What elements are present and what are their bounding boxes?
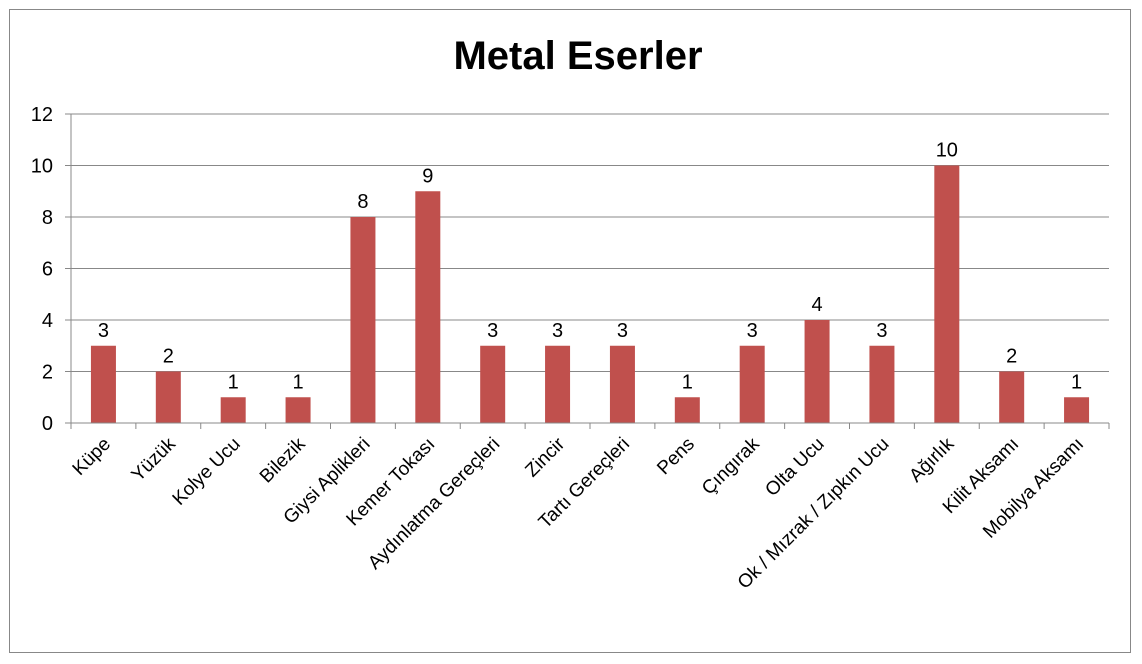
bar: [90, 345, 116, 423]
category-label: Olta Ucu: [761, 434, 828, 501]
category-label: Ağırlık: [905, 433, 958, 486]
bar: [674, 397, 700, 423]
data-label: 3: [487, 320, 498, 342]
category-label: Bilezik: [256, 433, 310, 487]
y-tick-label: 0: [42, 413, 53, 435]
y-tick-label: 2: [42, 362, 53, 384]
data-label: 3: [876, 320, 887, 342]
chart-frame: Metal Eserler 0 2 4 6 8 10 12 3 2 1 1 8 9 3 3 3 1 3 4 3 10 2…: [9, 9, 1131, 653]
data-label: 2: [1006, 346, 1017, 368]
y-axis-ticks: 0 2 4 6 8 10 12: [31, 104, 72, 435]
bar: [155, 371, 181, 423]
bar: [350, 217, 376, 423]
category-label: Kolye Ucu: [169, 434, 245, 510]
category-label: Küpe: [69, 434, 115, 480]
y-tick-label: 10: [31, 156, 53, 178]
data-label: 3: [552, 320, 563, 342]
category-label: Zincir: [521, 433, 569, 481]
bar: [999, 371, 1025, 423]
data-label: 3: [747, 320, 758, 342]
data-labels: 3 2 1 1 8 9 3 3 3 1 3 4 3 10 2 1: [98, 140, 1082, 394]
bar: [415, 191, 441, 423]
data-label: 1: [682, 371, 693, 393]
data-label: 2: [163, 346, 174, 368]
category-label: Çıngırak: [698, 433, 764, 499]
bar: [220, 397, 246, 423]
data-label: 1: [293, 371, 304, 393]
data-label: 9: [422, 165, 433, 187]
bar: [285, 397, 311, 423]
x-axis: [70, 422, 1110, 429]
data-label: 10: [936, 140, 958, 162]
bar: [609, 345, 635, 423]
y-tick-label: 12: [31, 104, 53, 126]
bar: [545, 345, 571, 423]
bar: [869, 345, 895, 423]
y-tick-label: 4: [42, 310, 53, 332]
bar: [934, 165, 960, 423]
category-label: Aydınlatma Gereçleri: [364, 434, 504, 574]
chart-title: Metal Eserler: [453, 34, 702, 78]
bar: [480, 345, 506, 423]
data-label: 4: [812, 294, 823, 316]
bar: [739, 345, 765, 423]
y-tick-label: 6: [42, 259, 53, 281]
data-label: 1: [228, 371, 239, 393]
data-label: 8: [357, 191, 368, 213]
y-tick-label: 8: [42, 207, 53, 229]
bar: [804, 320, 830, 423]
category-label: Pens: [653, 434, 698, 479]
bar: [1064, 397, 1090, 423]
data-label: 3: [98, 320, 109, 342]
bars: [90, 165, 1090, 423]
data-label: 3: [617, 320, 628, 342]
category-label: Yüzük: [128, 433, 181, 486]
bar-chart: Metal Eserler 0 2 4 6 8 10 12 3 2 1 1 8 9 3 3 3 1 3 4 3 10 2…: [31, 34, 1110, 593]
data-label: 1: [1071, 371, 1082, 393]
